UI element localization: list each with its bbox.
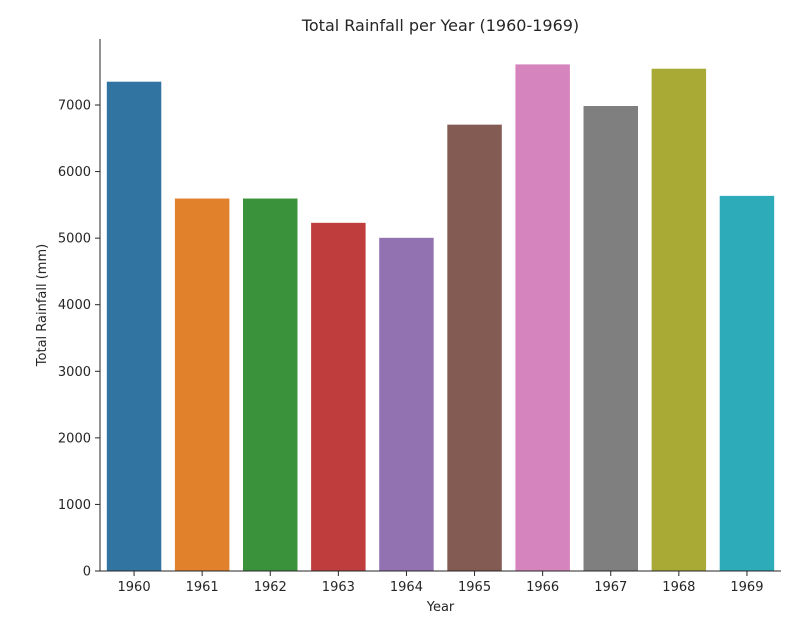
bars-group [106, 64, 775, 571]
y-tick-label-2000: 2000 [58, 431, 91, 446]
x-tick-label-1966: 1966 [526, 580, 559, 595]
x-tick-label-1968: 1968 [662, 580, 695, 595]
y-tick-label-6000: 6000 [58, 165, 91, 180]
y-tick-label-4000: 4000 [58, 298, 91, 313]
x-tick-label-1960: 1960 [118, 580, 151, 595]
bar-1961 [174, 198, 230, 571]
chart-title: Total Rainfall per Year (1960-1969) [301, 16, 579, 35]
bar-1969 [719, 195, 775, 571]
bar-1968 [651, 68, 707, 571]
bar-1963 [311, 222, 366, 571]
y-axis-ticks: 0 1000 2000 3000 4000 5000 6000 7000 [58, 99, 100, 580]
x-tick-label-1969: 1969 [730, 580, 763, 595]
bar-1966 [515, 64, 570, 571]
y-tick-label-3000: 3000 [58, 365, 91, 380]
x-tick-label-1961: 1961 [186, 580, 219, 595]
x-axis-label: Year [426, 600, 455, 615]
bar-1965 [447, 124, 502, 571]
x-axis-ticks: 1960 1961 1962 1963 1964 1965 1966 1967 1968 1969 [118, 571, 763, 595]
y-tick-label-0: 0 [83, 565, 91, 580]
y-tick-label-5000: 5000 [58, 232, 91, 247]
bar-1960 [106, 81, 162, 571]
x-tick-label-1964: 1964 [390, 580, 423, 595]
y-tick-label-1000: 1000 [58, 498, 91, 513]
bar-1962 [243, 198, 298, 571]
bar-1967 [583, 106, 638, 571]
bar-1964 [379, 237, 434, 571]
x-tick-label-1962: 1962 [254, 580, 287, 595]
y-axis-label: Total Rainfall (mm) [35, 244, 50, 367]
x-tick-label-1965: 1965 [458, 580, 491, 595]
x-tick-label-1963: 1963 [322, 580, 355, 595]
x-tick-label-1967: 1967 [594, 580, 627, 595]
y-tick-label-7000: 7000 [58, 99, 91, 114]
